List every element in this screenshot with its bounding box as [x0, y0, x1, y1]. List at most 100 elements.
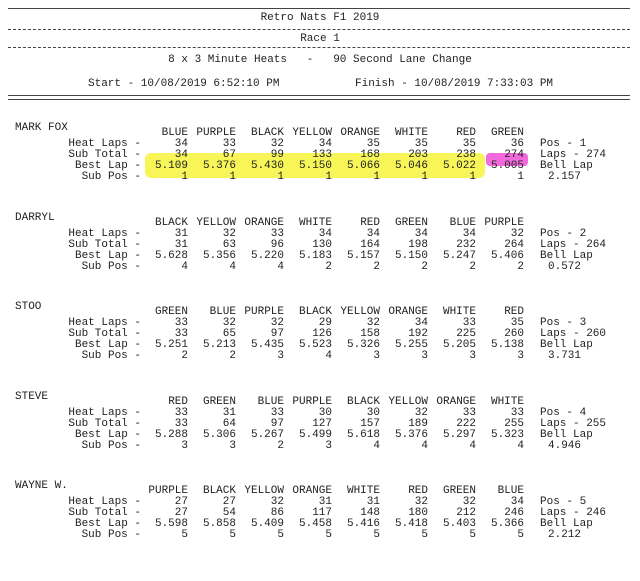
lane-name: YELLOW	[388, 395, 428, 408]
cell: 97	[270, 417, 284, 430]
cell: 189	[408, 417, 428, 430]
cell: 5.523	[298, 339, 332, 351]
summary: Bell Lap	[540, 339, 593, 351]
cell: 3	[469, 350, 476, 362]
cell: 1	[181, 171, 188, 183]
cell: 5.157	[346, 249, 380, 262]
lane-name: WHITE	[346, 485, 380, 497]
lane-name: PURPLE	[484, 216, 524, 229]
cell: 30	[366, 406, 380, 419]
cell: 33	[270, 227, 284, 240]
row-label: Sub Pos -	[81, 439, 141, 452]
cell: 238	[456, 149, 476, 161]
row-label: Sub Pos -	[81, 350, 141, 362]
cell: 5.376	[202, 160, 236, 172]
cell: 97	[270, 328, 284, 340]
row-label: Heat Laps -	[68, 227, 141, 240]
cell: 32	[462, 496, 476, 508]
cell: 5.326	[346, 339, 380, 351]
cell: 5	[421, 529, 428, 541]
row-label: Best Lap -	[74, 339, 141, 351]
cell: 5.150	[394, 249, 428, 262]
title: Retro Nats F1 2019	[260, 12, 380, 24]
highlight	[145, 153, 485, 178]
cell: 32	[414, 406, 428, 419]
cell: 5.430	[250, 160, 284, 172]
cell: 32	[510, 227, 524, 240]
row-label: Best Lap -	[74, 249, 141, 262]
lane-name: YELLOW	[196, 216, 236, 229]
rule	[8, 8, 630, 9]
cell: 33	[462, 317, 476, 329]
race: Race 1	[300, 33, 340, 45]
cell: 133	[312, 149, 332, 161]
cell: 212	[456, 507, 476, 519]
cell: 30	[318, 406, 332, 419]
racer-name: WAYNE W.	[15, 480, 68, 492]
cell: 35	[462, 138, 476, 150]
lane-name: PURPLE	[196, 127, 236, 139]
cell: 5.499	[298, 428, 332, 441]
lane-name: RED	[408, 485, 428, 497]
cell: 27	[222, 496, 236, 508]
summary: 2.157	[548, 171, 582, 183]
lane-name: BLACK	[298, 306, 332, 318]
lane-name: RED	[168, 395, 188, 408]
lane-name: RED	[360, 216, 380, 229]
highlight	[486, 153, 528, 166]
cell: 32	[270, 496, 284, 508]
cell: 33	[270, 406, 284, 419]
cell: 2	[325, 260, 332, 273]
cell: 32	[414, 496, 428, 508]
lane-name: ORANGE	[388, 306, 428, 318]
lane-name: ORANGE	[436, 395, 476, 408]
lane-name: BLUE	[497, 485, 524, 497]
cell: 3	[229, 439, 236, 452]
summary: 2.212	[548, 529, 582, 541]
cell: 2	[469, 260, 476, 273]
cell: 203	[408, 149, 428, 161]
cell: 5	[469, 529, 476, 541]
cell: 32	[270, 138, 284, 150]
summary: Laps - 274	[540, 149, 607, 161]
cell: 5.066	[346, 160, 380, 172]
row-label: Sub Total -	[68, 149, 141, 161]
cell: 5.255	[394, 339, 428, 351]
cell: 222	[456, 417, 476, 430]
lane-name: BLUE	[449, 216, 476, 229]
cell: 33	[510, 406, 524, 419]
cell: 5.247	[442, 249, 476, 262]
row-label: Heat Laps -	[68, 317, 141, 329]
cell: 34	[510, 496, 524, 508]
rule	[8, 47, 630, 48]
summary: 4.946	[548, 439, 582, 452]
cell: 3	[517, 350, 524, 362]
cell: 246	[504, 507, 524, 519]
row-label: Heat Laps -	[68, 496, 141, 508]
cell: 5.220	[250, 249, 284, 262]
cell: 232	[456, 238, 476, 251]
cell: 5.406	[490, 249, 524, 262]
cell: 54	[222, 507, 236, 519]
cell: 86	[270, 507, 284, 519]
cell: 99	[270, 149, 284, 161]
cell: 33	[462, 406, 476, 419]
cell: 5.205	[442, 339, 476, 351]
cell: 2	[421, 260, 428, 273]
summary: Pos - 5	[540, 496, 587, 508]
summary: Pos - 4	[540, 406, 587, 419]
lane-name: ORANGE	[244, 216, 284, 229]
racer-name: MARK FOX	[15, 122, 68, 134]
cell: 5.418	[394, 518, 428, 530]
cell: 31	[222, 406, 236, 419]
cell: 31	[366, 496, 380, 508]
cell: 34	[414, 317, 428, 329]
heats: 8 x 3 Minute Heats - 90 Second Lane Chan…	[168, 54, 472, 66]
summary: Bell Lap	[540, 518, 593, 530]
cell: 32	[222, 317, 236, 329]
row-label: Sub Pos -	[81, 260, 141, 273]
cell: 34	[462, 227, 476, 240]
cell: 198	[408, 238, 428, 251]
cell: 117	[312, 507, 332, 519]
